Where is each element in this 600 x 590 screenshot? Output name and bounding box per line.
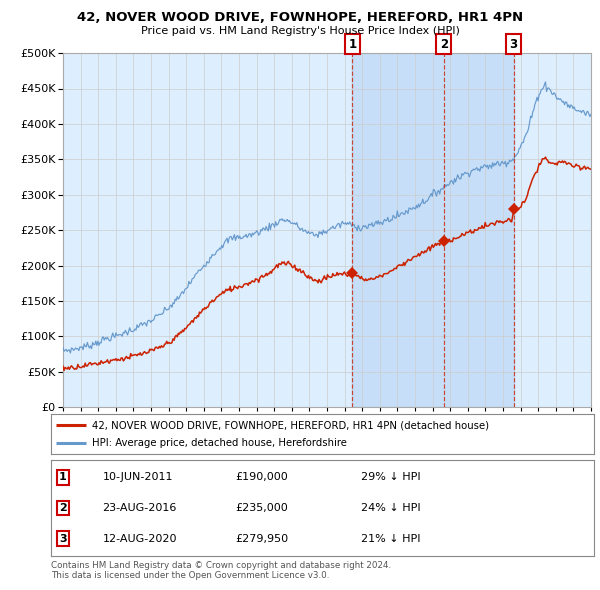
Text: 42, NOVER WOOD DRIVE, FOWNHOPE, HEREFORD, HR1 4PN (detached house): 42, NOVER WOOD DRIVE, FOWNHOPE, HEREFORD… <box>92 421 489 431</box>
Bar <box>352 53 514 407</box>
Text: 1: 1 <box>59 473 67 483</box>
Text: £279,950: £279,950 <box>236 533 289 543</box>
Text: 10-JUN-2011: 10-JUN-2011 <box>103 473 173 483</box>
Text: 42, NOVER WOOD DRIVE, FOWNHOPE, HEREFORD, HR1 4PN: 42, NOVER WOOD DRIVE, FOWNHOPE, HEREFORD… <box>77 11 523 24</box>
Text: Price paid vs. HM Land Registry's House Price Index (HPI): Price paid vs. HM Land Registry's House … <box>140 26 460 35</box>
Text: 2: 2 <box>440 38 448 51</box>
Text: 23-AUG-2016: 23-AUG-2016 <box>103 503 177 513</box>
Text: £235,000: £235,000 <box>236 503 289 513</box>
Text: 3: 3 <box>59 533 67 543</box>
Text: 29% ↓ HPI: 29% ↓ HPI <box>361 473 420 483</box>
Text: 1: 1 <box>348 38 356 51</box>
Text: Contains HM Land Registry data © Crown copyright and database right 2024.
This d: Contains HM Land Registry data © Crown c… <box>51 560 391 580</box>
Text: 12-AUG-2020: 12-AUG-2020 <box>103 533 177 543</box>
Text: 2: 2 <box>59 503 67 513</box>
Text: 24% ↓ HPI: 24% ↓ HPI <box>361 503 420 513</box>
Text: 21% ↓ HPI: 21% ↓ HPI <box>361 533 420 543</box>
Text: 3: 3 <box>509 38 518 51</box>
Text: HPI: Average price, detached house, Herefordshire: HPI: Average price, detached house, Here… <box>92 438 347 448</box>
Text: £190,000: £190,000 <box>236 473 289 483</box>
